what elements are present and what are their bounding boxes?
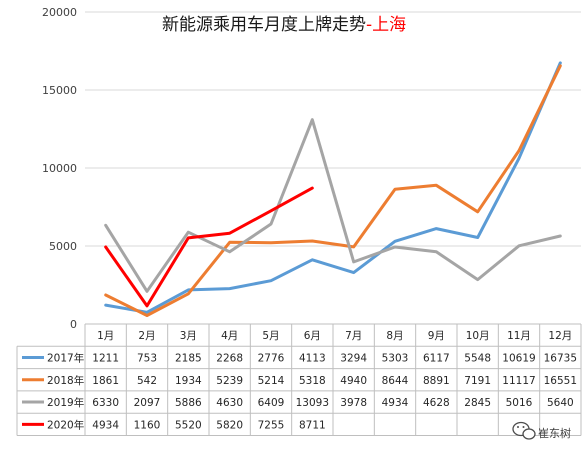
- chart-title-dash: -: [366, 15, 372, 35]
- data-cell: 1934: [175, 375, 202, 387]
- y-tick-label-0: 0: [70, 318, 77, 331]
- x-category-label: 9月: [428, 330, 445, 342]
- data-cell: 6409: [258, 397, 285, 409]
- x-category-label: 7月: [345, 330, 362, 342]
- data-cell: 8644: [382, 375, 409, 387]
- data-cell: 8711: [299, 419, 326, 431]
- y-tick-label-10000: 10000: [42, 162, 77, 175]
- wechat-icon: [512, 421, 536, 440]
- data-cell: 4934: [92, 419, 119, 431]
- y-tick-label-5000: 5000: [49, 240, 77, 253]
- series-line-2020年: [104, 186, 314, 308]
- data-cell: 16551: [544, 375, 577, 387]
- data-cell: 5640: [547, 397, 574, 409]
- x-category-label: 5月: [262, 330, 279, 342]
- series-lines: [104, 61, 562, 317]
- data-cell: 10619: [502, 352, 535, 364]
- data-cell: 6330: [92, 397, 119, 409]
- data-cell: 2097: [134, 397, 161, 409]
- x-category-label: 3月: [180, 330, 197, 342]
- data-cell: 5303: [382, 352, 409, 364]
- data-cell: 1211: [92, 352, 119, 364]
- chart-title-city: 上海: [372, 15, 406, 35]
- data-cell: 753: [137, 352, 157, 364]
- data-cell: 5886: [175, 397, 202, 409]
- data-cell: 5214: [258, 375, 285, 387]
- data-cell: 5016: [506, 397, 533, 409]
- data-cell: 5318: [299, 375, 326, 387]
- data-cell: 5520: [175, 419, 202, 431]
- legend-label: 2018年: [47, 374, 84, 387]
- data-cell: 542: [137, 375, 157, 387]
- x-category-label: 2月: [138, 330, 155, 342]
- series-line-2017年: [104, 61, 562, 314]
- chart-title-main: 新能源乘用车月度上牌走势: [162, 15, 366, 35]
- data-cell: 4113: [299, 352, 326, 364]
- x-category-label: 11月: [507, 330, 531, 342]
- data-cell: 2776: [258, 352, 285, 364]
- data-cell: 6117: [423, 352, 450, 364]
- chart-title: 新能源乘用车月度上牌走势-上海: [162, 15, 406, 35]
- data-cell: 5548: [464, 352, 491, 364]
- data-cell: 5239: [216, 375, 243, 387]
- x-category-label: 12月: [548, 330, 572, 342]
- data-cell: 4940: [340, 375, 367, 387]
- data-cell: 7191: [464, 375, 491, 387]
- data-cell: 2268: [216, 352, 243, 364]
- data-cell: 4934: [382, 397, 409, 409]
- y-axis-ticks: 0 5000 10000 15000 20000: [42, 6, 77, 331]
- data-cell: 1160: [134, 419, 161, 431]
- watermark-text: 崔东树: [538, 426, 571, 440]
- data-cell: 3978: [340, 397, 367, 409]
- y-tick-label-15000: 15000: [42, 84, 77, 97]
- data-cell: 3294: [340, 352, 367, 364]
- x-category-label: 1月: [97, 330, 114, 342]
- data-cell: 16735: [544, 352, 577, 364]
- legend-label: 2020年: [47, 418, 84, 431]
- data-cell: 13093: [296, 397, 329, 409]
- data-cell: 8891: [423, 375, 450, 387]
- data-cell: 5820: [216, 419, 243, 431]
- data-cell: 1861: [92, 375, 119, 387]
- y-tick-label-20000: 20000: [42, 6, 77, 19]
- series-line-2019年: [104, 118, 562, 293]
- watermark: 崔东树: [512, 421, 571, 440]
- data-cell: 4628: [423, 397, 450, 409]
- data-cell: 7255: [258, 419, 285, 431]
- x-category-label: 6月: [304, 330, 321, 342]
- x-category-label: 4月: [221, 330, 238, 342]
- data-cell: 2845: [464, 397, 491, 409]
- legend-label: 2019年: [47, 396, 84, 409]
- data-cell: 2185: [175, 352, 202, 364]
- data-cell: 4630: [216, 397, 243, 409]
- data-cell: 11117: [502, 375, 535, 387]
- legend-label: 2017年: [47, 351, 84, 364]
- data-table: 1月 2月 3月 4月 5月 6月 7月 8月 9月 10月 11月 12月 2017年 1211 753 2…: [16, 323, 582, 436]
- x-category-label: 10月: [466, 330, 490, 342]
- x-category-label: 8月: [386, 330, 403, 342]
- series-line-2018年: [104, 64, 562, 317]
